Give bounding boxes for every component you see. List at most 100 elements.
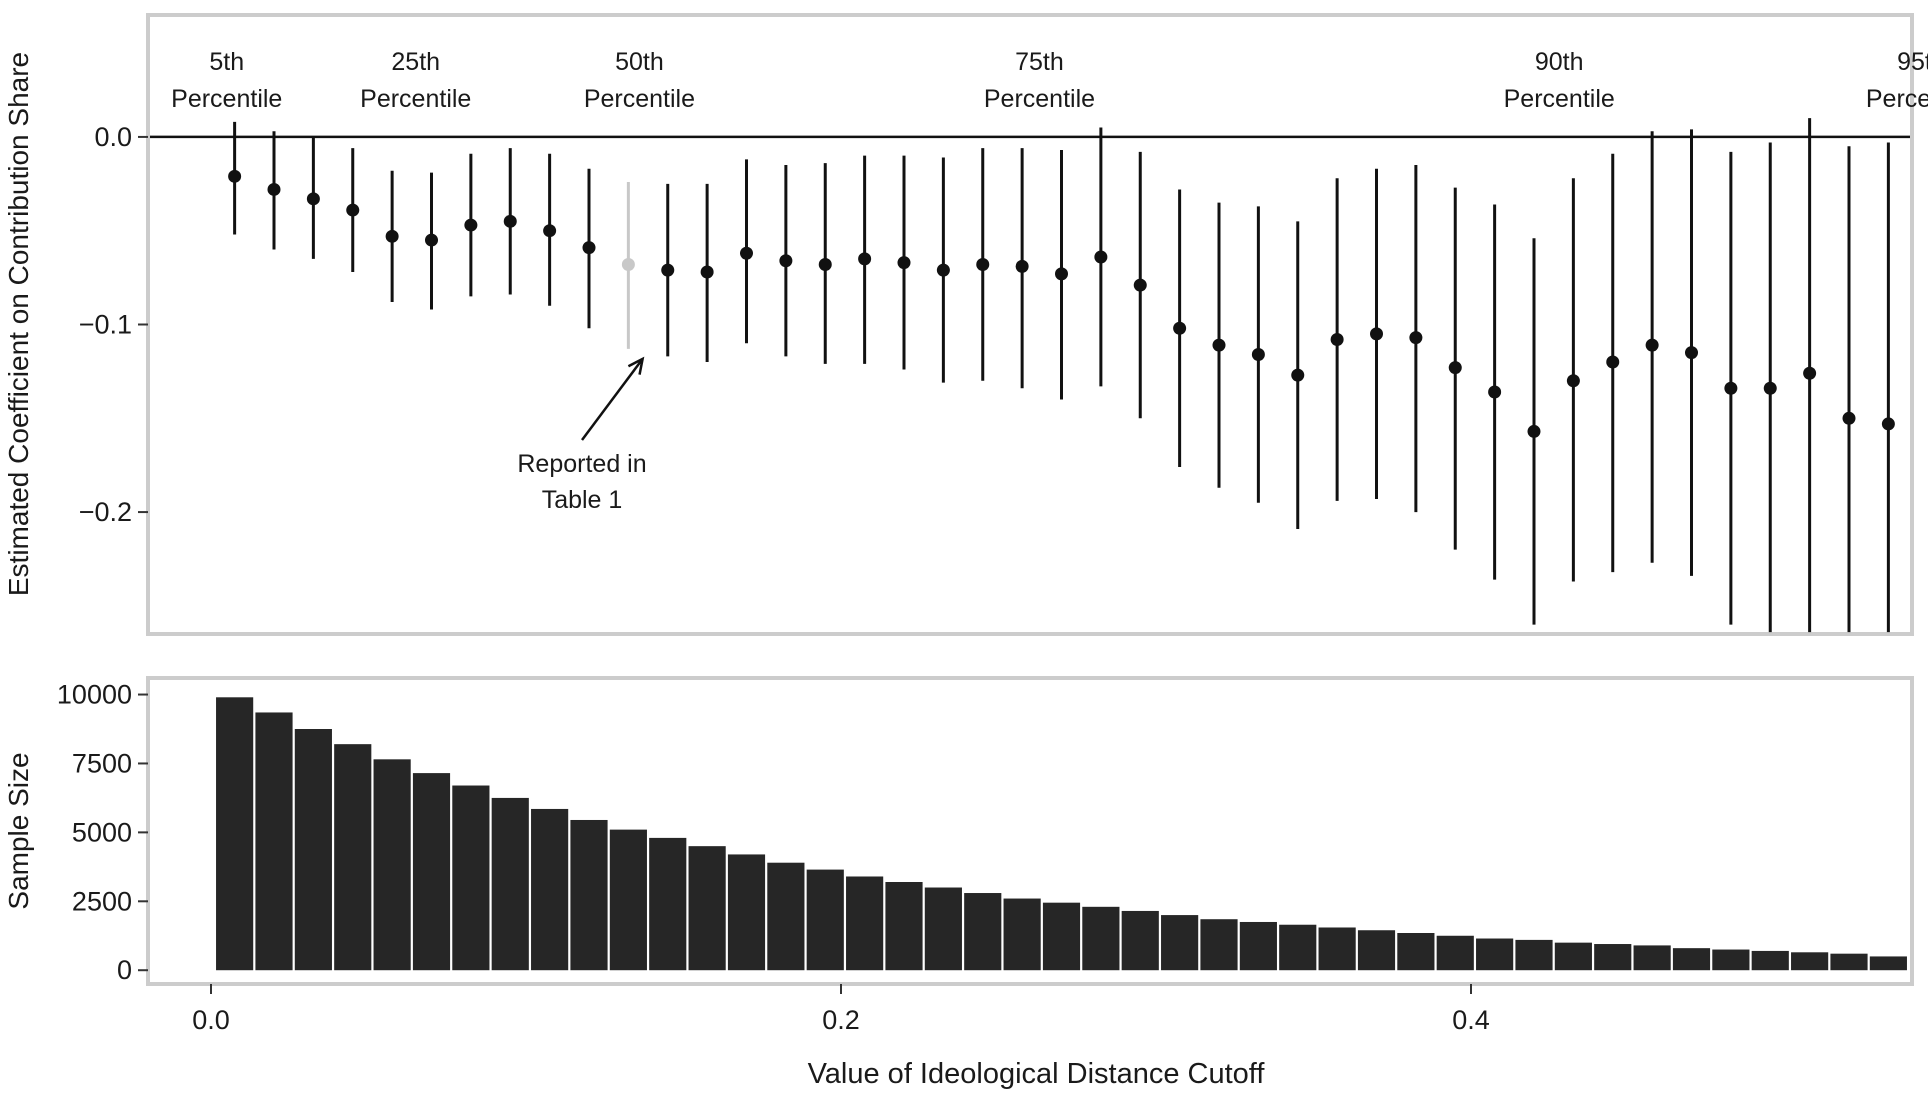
coefficient-point (818, 257, 832, 271)
table-annotation: Reported in Table 1 (517, 356, 647, 514)
sample-size-bar (1869, 956, 1907, 971)
sample-size-bar (1279, 924, 1317, 971)
percentile-label-line1: 50th (615, 48, 664, 76)
percentile-label-line1: 95th (1897, 48, 1928, 76)
sample-size-bar (1830, 953, 1868, 971)
sample-size-bar (1003, 898, 1041, 971)
sample-size-bar (412, 773, 451, 971)
sample-size-bar (767, 862, 805, 971)
annotation-text-line1: Reported in (517, 450, 646, 478)
sample-size-y-tick-label: 2500 (72, 886, 132, 916)
x-axis-label: Value of Ideological Distance Cutoff (808, 1058, 1266, 1090)
sample-size-bar (1318, 927, 1356, 971)
sample-size-bar (1476, 938, 1514, 971)
x-tick-label: 0.4 (1452, 1005, 1490, 1035)
sample-size-y-axis-label: Sample Size (3, 752, 34, 909)
coefficient-y-axis-label: Estimated Coefficient on Contribution Sh… (3, 52, 34, 596)
sample-size-bar (885, 882, 923, 971)
sample-size-bar (924, 887, 962, 971)
coefficient-y-tick-label: −0.2 (79, 497, 132, 527)
percentile-label-line1: 25th (391, 48, 440, 76)
coefficient-point (1409, 331, 1423, 345)
sample-size-bar (1672, 948, 1711, 971)
sample-size-y-tick-label: 0 (117, 955, 132, 985)
x-axis-ticks: 0.0 0.2 0.4 (192, 984, 1490, 1035)
sample-size-bar (373, 759, 411, 971)
coefficient-point (1212, 338, 1226, 352)
coefficient-point (1015, 259, 1029, 273)
percentile-label-line1: 90th (1535, 48, 1584, 76)
percentile-label-line2: Percentile (171, 85, 282, 113)
annotation-arrow-head (627, 356, 645, 375)
sample-size-bar (846, 876, 884, 971)
sample-size-bar (688, 846, 726, 971)
coefficient-point (661, 263, 675, 277)
coefficient-point (1803, 366, 1817, 380)
sample-size-bar (1515, 939, 1553, 971)
coefficient-point (1094, 250, 1108, 264)
percentile-label-line2: Percentile (1504, 85, 1615, 113)
coefficient-point (1055, 267, 1068, 281)
coefficient-point (1251, 348, 1265, 362)
coefficient-point (1133, 278, 1147, 292)
sample-size-bar (1594, 944, 1632, 971)
coefficient-point (1291, 368, 1305, 382)
sample-size-bar (334, 744, 372, 971)
coefficient-point (1527, 424, 1541, 438)
sample-size-bar (1633, 945, 1671, 971)
sample-size-bar (727, 854, 766, 971)
coefficient-point (503, 214, 517, 228)
sample-size-bar (1161, 915, 1199, 971)
percentile-label-line2: Percentile (584, 85, 695, 113)
sample-size-bar (1042, 902, 1081, 971)
sample-size-y-tick-label: 10000 (57, 680, 132, 710)
sample-size-bar (806, 869, 844, 971)
coefficient-point (1645, 338, 1659, 352)
coefficient-point (779, 254, 793, 268)
sample-size-bar (609, 829, 647, 971)
sample-size-bar (294, 729, 332, 971)
coefficient-point (228, 169, 242, 183)
sample-size-y-ticks: 0 2500 5000 7500 10000 (57, 680, 148, 985)
coefficient-point (1763, 381, 1777, 395)
coefficient-panel-frame (146, 13, 1914, 636)
coefficient-y-tick-label: −0.1 (79, 310, 132, 340)
coefficient-point (897, 256, 911, 270)
x-tick-label: 0.2 (822, 1005, 860, 1035)
coefficient-point (267, 182, 281, 196)
sample-size-bar (452, 785, 490, 971)
coefficient-point (1488, 385, 1502, 399)
coefficient-point (1448, 361, 1462, 375)
sample-size-bar (491, 797, 529, 971)
sample-size-bar (570, 819, 608, 971)
coefficient-point (1685, 346, 1698, 360)
coefficient-panel: Estimated Coefficient on Contribution Sh… (3, 13, 1928, 636)
sample-size-bar (1082, 906, 1120, 971)
sample-size-bar (255, 712, 293, 971)
coefficient-point (464, 218, 478, 232)
percentile-labels: 5th Percentile 25th Percentile 50th Percentil… (171, 48, 1928, 113)
coefficient-point (1881, 417, 1895, 431)
percentile-label-line1: 5th (209, 48, 244, 76)
coefficient-point (385, 229, 399, 243)
percentile-label-line2: Percentile (1866, 85, 1928, 113)
coefficient-point (1370, 327, 1383, 341)
coefficient-point (700, 265, 714, 279)
sample-size-bar (1397, 933, 1435, 971)
coefficient-point (306, 192, 320, 206)
x-tick-label: 0.0 (192, 1005, 230, 1035)
sample-size-bar (1436, 935, 1474, 971)
coefficient-point (1566, 374, 1580, 388)
percentile-label-line2: Percentile (360, 85, 471, 113)
coefficient-points (228, 169, 1895, 438)
sample-size-bar (216, 697, 254, 971)
sample-size-bar (1712, 949, 1750, 971)
sample-size-bar (964, 893, 1002, 971)
sample-size-bar (649, 837, 687, 971)
coefficient-point (1173, 321, 1187, 335)
sample-size-bar (1239, 921, 1277, 971)
sample-size-y-tick-label: 5000 (72, 817, 132, 847)
sample-size-bar (1554, 942, 1592, 971)
coefficient-point (346, 203, 360, 217)
